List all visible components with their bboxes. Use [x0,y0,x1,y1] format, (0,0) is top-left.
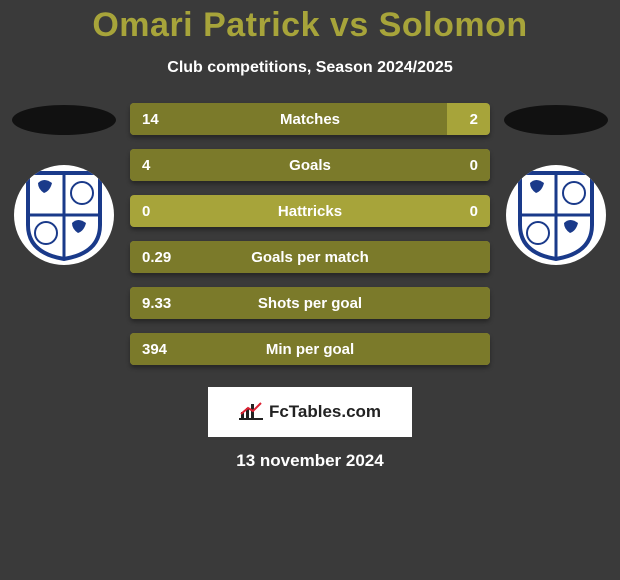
stat-label: Hattricks [278,203,342,220]
comparison-card: Omari Patrick vs Solomon Club competitio… [0,0,620,580]
page-title: Omari Patrick vs Solomon [0,0,620,45]
right-player-silhouette [504,105,608,135]
source-label: FcTables.com [269,402,381,422]
stat-label: Matches [280,111,340,128]
stat-label: Shots per goal [258,295,362,312]
right-club-crest [506,165,606,265]
left-club-crest [14,165,114,265]
source-attribution[interactable]: FcTables.com [208,387,412,437]
stat-label: Min per goal [266,341,354,358]
stat-label: Goals per match [251,249,369,266]
stat-row: 14 Matches 2 [130,103,490,135]
date-label: 13 november 2024 [0,451,620,471]
stats-list: 14 Matches 2 4 Goals 0 0 Hattricks 0 0.29 Goals pe… [124,103,496,365]
stat-right-value: 0 [470,195,478,227]
stat-left-value: 0 [142,195,150,227]
stat-right-value: 2 [470,103,478,135]
stat-right-value: 0 [470,149,478,181]
stat-left-value: 394 [142,333,167,365]
stat-row: 394 Min per goal [130,333,490,365]
stat-left-value: 0.29 [142,241,171,273]
stat-left-value: 4 [142,149,150,181]
stat-left-value: 9.33 [142,287,171,319]
stat-row: 0.29 Goals per match [130,241,490,273]
stat-row: 0 Hattricks 0 [130,195,490,227]
stat-left-value: 14 [142,103,159,135]
subtitle: Club competitions, Season 2024/2025 [0,59,620,77]
stat-row: 9.33 Shots per goal [130,287,490,319]
shield-icon [516,169,596,261]
right-player-col [496,103,616,265]
stat-label: Goals [289,157,331,174]
main-row: 14 Matches 2 4 Goals 0 0 Hattricks 0 0.29 Goals pe… [0,103,620,365]
stat-row: 4 Goals 0 [130,149,490,181]
bar-chart-icon [239,402,263,422]
shield-icon [24,169,104,261]
left-player-silhouette [12,105,116,135]
left-player-col [4,103,124,265]
